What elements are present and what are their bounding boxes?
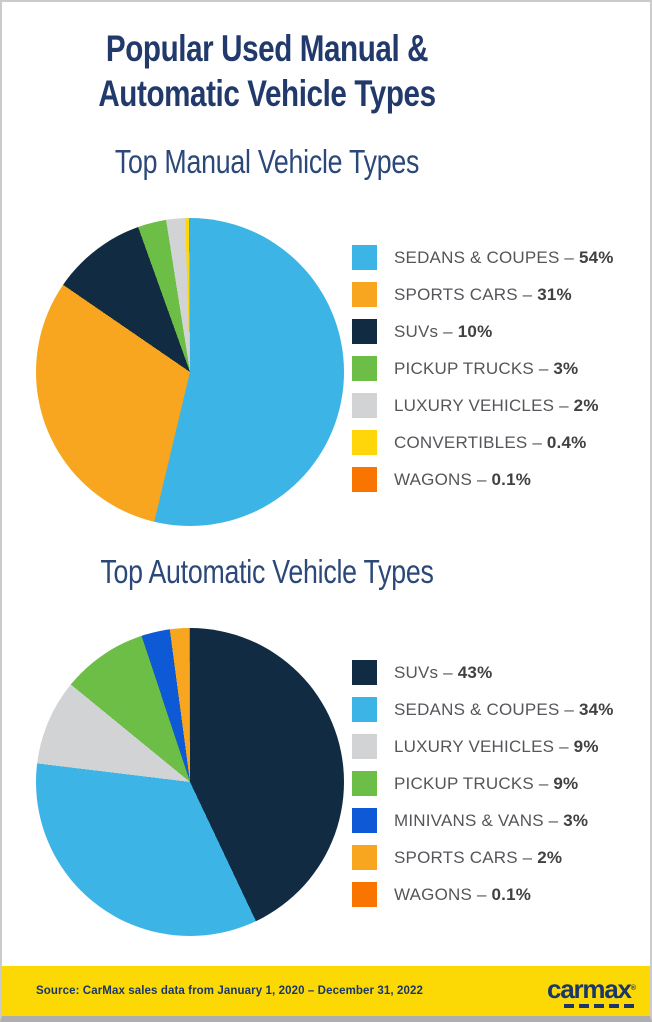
legend-item: LUXURY VEHICLES – 9% <box>352 734 632 759</box>
legend-swatch <box>352 660 377 685</box>
legend-item: PICKUP TRUCKS – 3% <box>352 356 632 381</box>
page-title-line-2: Automatic Vehicle Types <box>98 73 436 114</box>
legend-item: PICKUP TRUCKS – 9% <box>352 771 632 796</box>
legend-item: SUVs – 10% <box>352 319 632 344</box>
legend-label: SPORTS CARS – 31% <box>394 284 572 304</box>
legend-item: SUVs – 43% <box>352 660 632 685</box>
legend-swatch <box>352 697 377 722</box>
legend-swatch <box>352 319 377 344</box>
legend-item: MINIVANS & VANS – 3% <box>352 808 632 833</box>
legend-item: SPORTS CARS – 31% <box>352 282 632 307</box>
legend-swatch <box>352 808 377 833</box>
legend-label: SUVs – 43% <box>394 662 493 682</box>
legend-label: SEDANS & COUPES – 34% <box>394 699 614 719</box>
manual-legend: SEDANS & COUPES – 54% SPORTS CARS – 31% SU… <box>352 245 632 492</box>
page-header: Popular Used Manual & Automatic Vehicle … <box>2 26 532 116</box>
legend-swatch <box>352 734 377 759</box>
legend-label: CONVERTIBLES – 0.4% <box>394 432 587 452</box>
legend-swatch <box>352 356 377 381</box>
legend-item: CONVERTIBLES – 0.4% <box>352 430 632 455</box>
carmax-wordmark: carmax® <box>546 973 636 1004</box>
legend-item: WAGONS – 0.1% <box>352 467 632 492</box>
page-title-line-1: Popular Used Manual & <box>105 28 429 69</box>
manual-pie-chart <box>36 218 344 526</box>
carmax-logo-dashes-icon <box>564 1003 634 1008</box>
footer-bar: Source: CarMax sales data from January 1… <box>2 966 650 1016</box>
legend-swatch <box>352 771 377 796</box>
page-title: Popular Used Manual & Automatic Vehicle … <box>55 26 479 116</box>
legend-label: WAGONS – 0.1% <box>394 469 532 489</box>
legend-swatch <box>352 882 377 907</box>
legend-label: SPORTS CARS – 2% <box>394 847 563 867</box>
legend-swatch <box>352 282 377 307</box>
legend-item: SPORTS CARS – 2% <box>352 845 632 870</box>
carmax-logo: carmax® <box>546 973 636 1008</box>
automatic-section-title: Top Automatic Vehicle Types <box>100 553 434 590</box>
legend-item: SEDANS & COUPES – 34% <box>352 697 632 722</box>
legend-label: LUXURY VEHICLES – 9% <box>394 736 599 756</box>
legend-label: PICKUP TRUCKS – 9% <box>394 773 579 793</box>
legend-item: SEDANS & COUPES – 54% <box>352 245 632 270</box>
legend-label: MINIVANS & VANS – 3% <box>394 810 589 830</box>
legend-label: SEDANS & COUPES – 54% <box>394 247 614 267</box>
legend-swatch <box>352 845 377 870</box>
registered-mark-icon: ® <box>630 984 636 992</box>
legend-item: WAGONS – 0.1% <box>352 882 632 907</box>
legend-swatch <box>352 467 377 492</box>
carmax-logo-text: carmax <box>546 973 632 1004</box>
source-text: Source: CarMax sales data from January 1… <box>36 985 423 997</box>
legend-label: LUXURY VEHICLES – 2% <box>394 395 599 415</box>
legend-item: LUXURY VEHICLES – 2% <box>352 393 632 418</box>
manual-section-title: Top Manual Vehicle Types <box>114 143 420 180</box>
automatic-legend: SUVs – 43% SEDANS & COUPES – 34% LUXURY VE… <box>352 660 632 907</box>
legend-label: SUVs – 10% <box>394 321 493 341</box>
automatic-pie-chart <box>36 628 344 936</box>
legend-swatch <box>352 393 377 418</box>
legend-label: WAGONS – 0.1% <box>394 884 532 904</box>
legend-swatch <box>352 245 377 270</box>
legend-label: PICKUP TRUCKS – 3% <box>394 358 579 378</box>
legend-swatch <box>352 430 377 455</box>
